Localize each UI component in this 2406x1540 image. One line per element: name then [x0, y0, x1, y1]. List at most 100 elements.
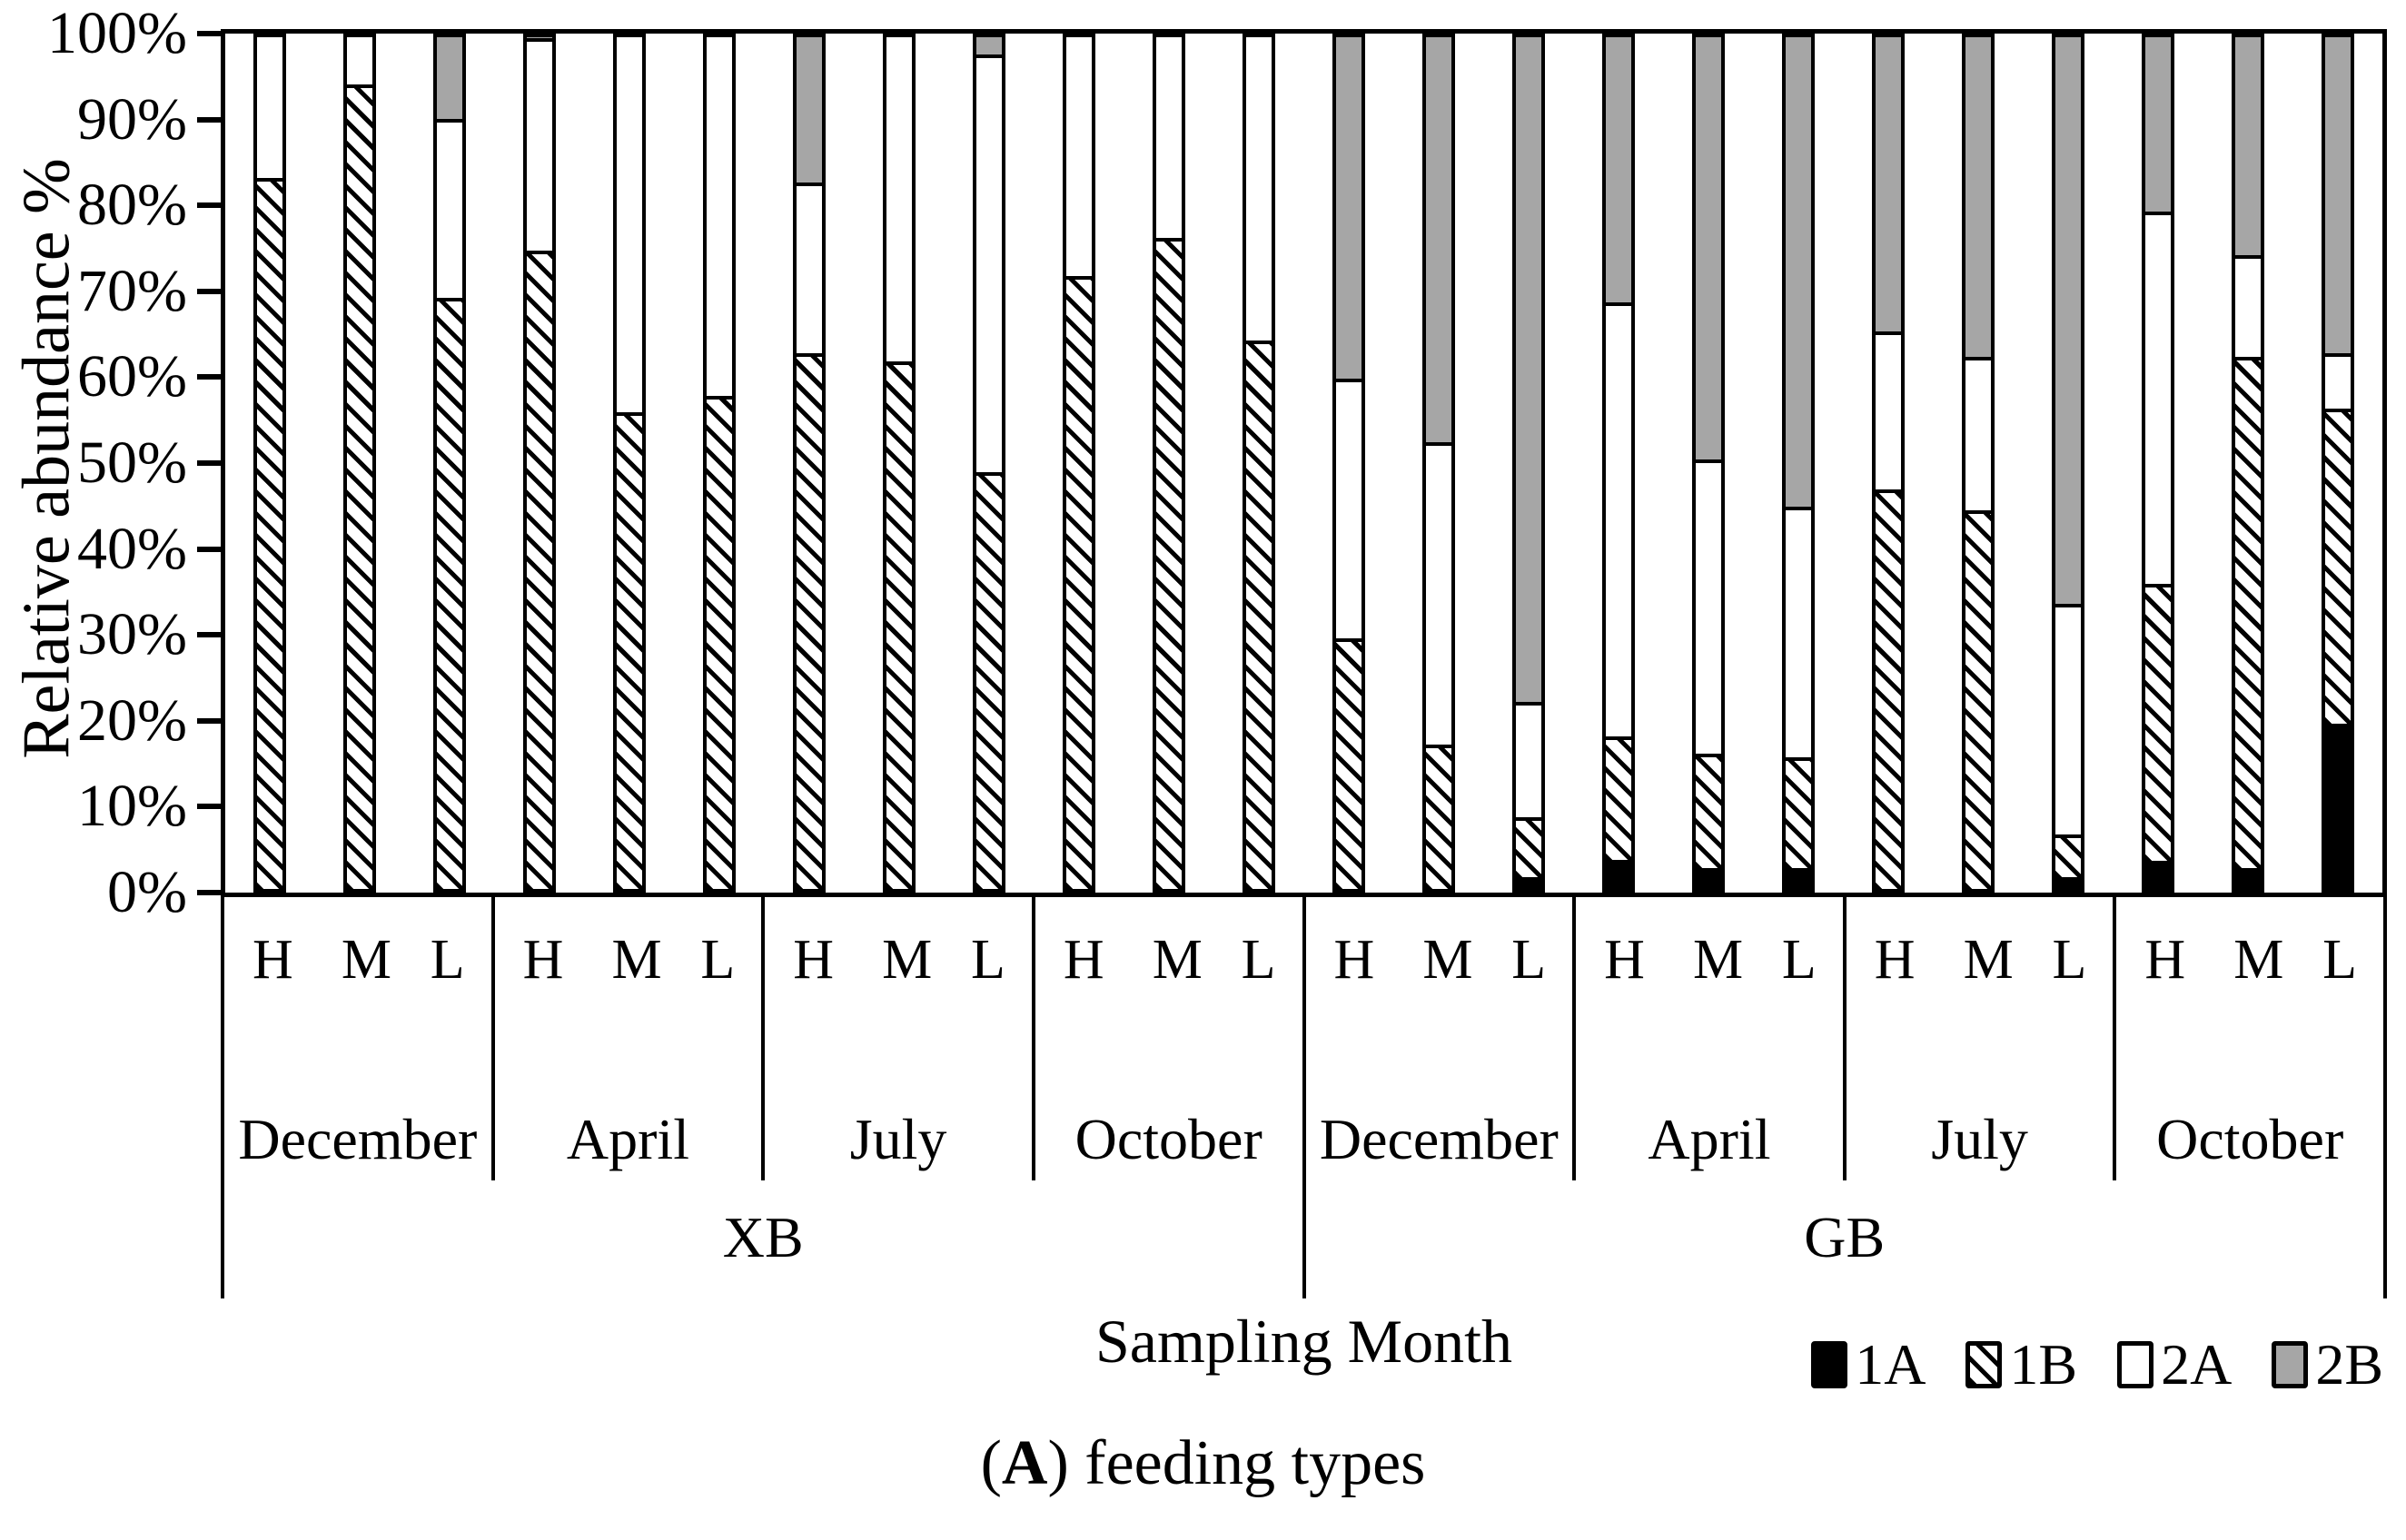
- level-label: L: [2052, 929, 2087, 991]
- level-label: L: [700, 929, 736, 991]
- level-label: H: [1874, 929, 1916, 991]
- segment-2A: [1425, 446, 1451, 749]
- segment-1A: [2234, 872, 2261, 889]
- bar-GB-April-L: [1781, 34, 1815, 893]
- bar-XB-December-M: [343, 34, 377, 893]
- segment-1B: [1425, 748, 1451, 889]
- level-label: L: [970, 929, 1005, 991]
- level-label: M: [882, 929, 933, 991]
- segment-1B: [527, 254, 553, 889]
- month-cell-GB-October: H M L October: [2113, 897, 2387, 1180]
- bar-group-GB-October: [2113, 34, 2382, 893]
- segment-1B: [1965, 514, 1991, 889]
- y-tick-label: 100%: [47, 0, 187, 66]
- bar-group-GB-July: [1843, 34, 2113, 893]
- bar-XB-October-H: [1063, 34, 1096, 893]
- month-cell-XB-December: H M L December: [221, 897, 491, 1180]
- month-cell-XB-April: H M L April: [490, 897, 762, 1180]
- x-axis-site-row: XB GB: [221, 1180, 2387, 1298]
- level-label: M: [341, 929, 391, 991]
- segment-2A: [707, 37, 733, 400]
- segment-2B: [1335, 37, 1361, 382]
- level-label: H: [522, 929, 564, 991]
- level-label: M: [2233, 929, 2284, 991]
- segment-2B: [2234, 37, 2261, 259]
- month-cell-GB-December: H M L December: [1302, 897, 1573, 1180]
- y-tick-label: 50%: [77, 429, 187, 496]
- segment-2A: [437, 122, 463, 301]
- bar-GB-July-H: [1871, 34, 1905, 893]
- segment-2B: [1875, 37, 1901, 336]
- legend-label: 2B: [2315, 1332, 2383, 1397]
- month-cell-GB-July: H M L July: [1842, 897, 2114, 1180]
- segment-2A: [1875, 335, 1901, 493]
- bar-groups-container: [225, 34, 2382, 893]
- segment-2B: [437, 37, 463, 123]
- x-axis-title: Sampling Month: [1094, 1307, 1513, 1376]
- month-cell-XB-October: H M L October: [1031, 897, 1302, 1180]
- level-label: L: [1241, 929, 1276, 991]
- y-tick-mark: [197, 890, 221, 895]
- level-label: L: [430, 929, 465, 991]
- bar-XB-December-H: [253, 34, 287, 893]
- level-label: H: [252, 929, 293, 991]
- y-tick-mark: [197, 546, 221, 552]
- segment-1B: [1515, 820, 1541, 881]
- level-label: L: [1781, 929, 1817, 991]
- segment-1A: [2144, 864, 2171, 889]
- level-label: M: [1963, 929, 2014, 991]
- y-tick-label: 90%: [77, 85, 187, 153]
- segment-2B: [527, 37, 553, 42]
- segment-2B: [1965, 37, 1991, 361]
- segment-1B: [707, 399, 733, 889]
- segment-2A: [1515, 706, 1541, 821]
- bar-GB-December-M: [1421, 34, 1455, 893]
- segment-2B: [2055, 37, 2081, 608]
- y-tick-label: 80%: [77, 172, 187, 239]
- segment-2A: [617, 37, 643, 417]
- y-tick-label: 0%: [107, 859, 187, 925]
- segment-1B: [1066, 280, 1093, 889]
- month-cell-GB-April: H M L April: [1572, 897, 1843, 1180]
- level-label: M: [611, 929, 662, 991]
- level-label: L: [2322, 929, 2357, 991]
- segment-2A: [886, 37, 913, 366]
- bar-group-GB-December: [1304, 34, 1574, 893]
- segment-2B: [1515, 37, 1541, 706]
- segment-1B: [2234, 360, 2261, 873]
- level-label: M: [1422, 929, 1473, 991]
- level-label: H: [2144, 929, 2186, 991]
- caption-panel-letter: A: [1001, 1428, 1048, 1498]
- level-label: M: [1152, 929, 1203, 991]
- bar-GB-April-M: [1691, 34, 1725, 893]
- segment-2A: [1965, 360, 1991, 515]
- y-tick-mark: [197, 804, 221, 810]
- month-label: July: [1931, 1107, 2028, 1171]
- segment-2A: [1246, 37, 1272, 344]
- segment-2A: [2324, 356, 2351, 412]
- caption-prefix: (: [980, 1428, 1002, 1498]
- segment-1A: [2055, 880, 2081, 889]
- legend-item-2A: 2A: [2117, 1331, 2232, 1398]
- segment-2A: [797, 186, 823, 357]
- site-label-XB: XB: [221, 1180, 1302, 1298]
- segment-1B: [1785, 761, 1811, 873]
- y-tick-mark: [197, 374, 221, 380]
- caption-suffix: ) feeding types: [1047, 1428, 1426, 1498]
- segment-1B: [257, 182, 283, 889]
- bar-XB-July-L: [973, 34, 1006, 893]
- segment-1B: [886, 365, 913, 889]
- segment-1B: [1605, 739, 1631, 864]
- level-label: H: [1333, 929, 1375, 991]
- bar-group-GB-April: [1573, 34, 1843, 893]
- month-label: December: [1319, 1107, 1559, 1171]
- segment-1A: [2324, 726, 2351, 889]
- segment-2B: [797, 37, 823, 187]
- segment-1B: [2055, 837, 2081, 881]
- month-label: October: [2156, 1107, 2344, 1171]
- segment-1A: [1515, 880, 1541, 889]
